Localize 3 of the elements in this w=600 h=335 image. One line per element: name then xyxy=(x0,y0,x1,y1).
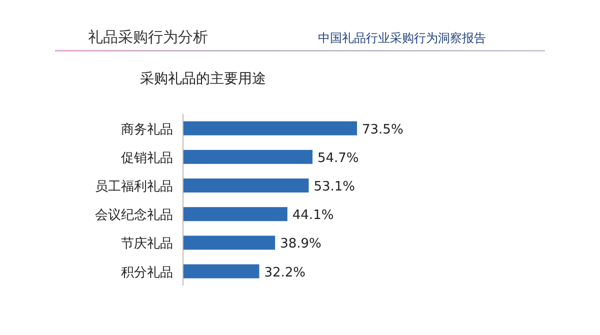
annotation: 中国礼品行业采购行为洞察报告 xyxy=(318,31,486,45)
title: 采购礼品的主要用途 xyxy=(140,71,266,87)
annotation: 礼品采购行为分析 xyxy=(88,28,208,46)
